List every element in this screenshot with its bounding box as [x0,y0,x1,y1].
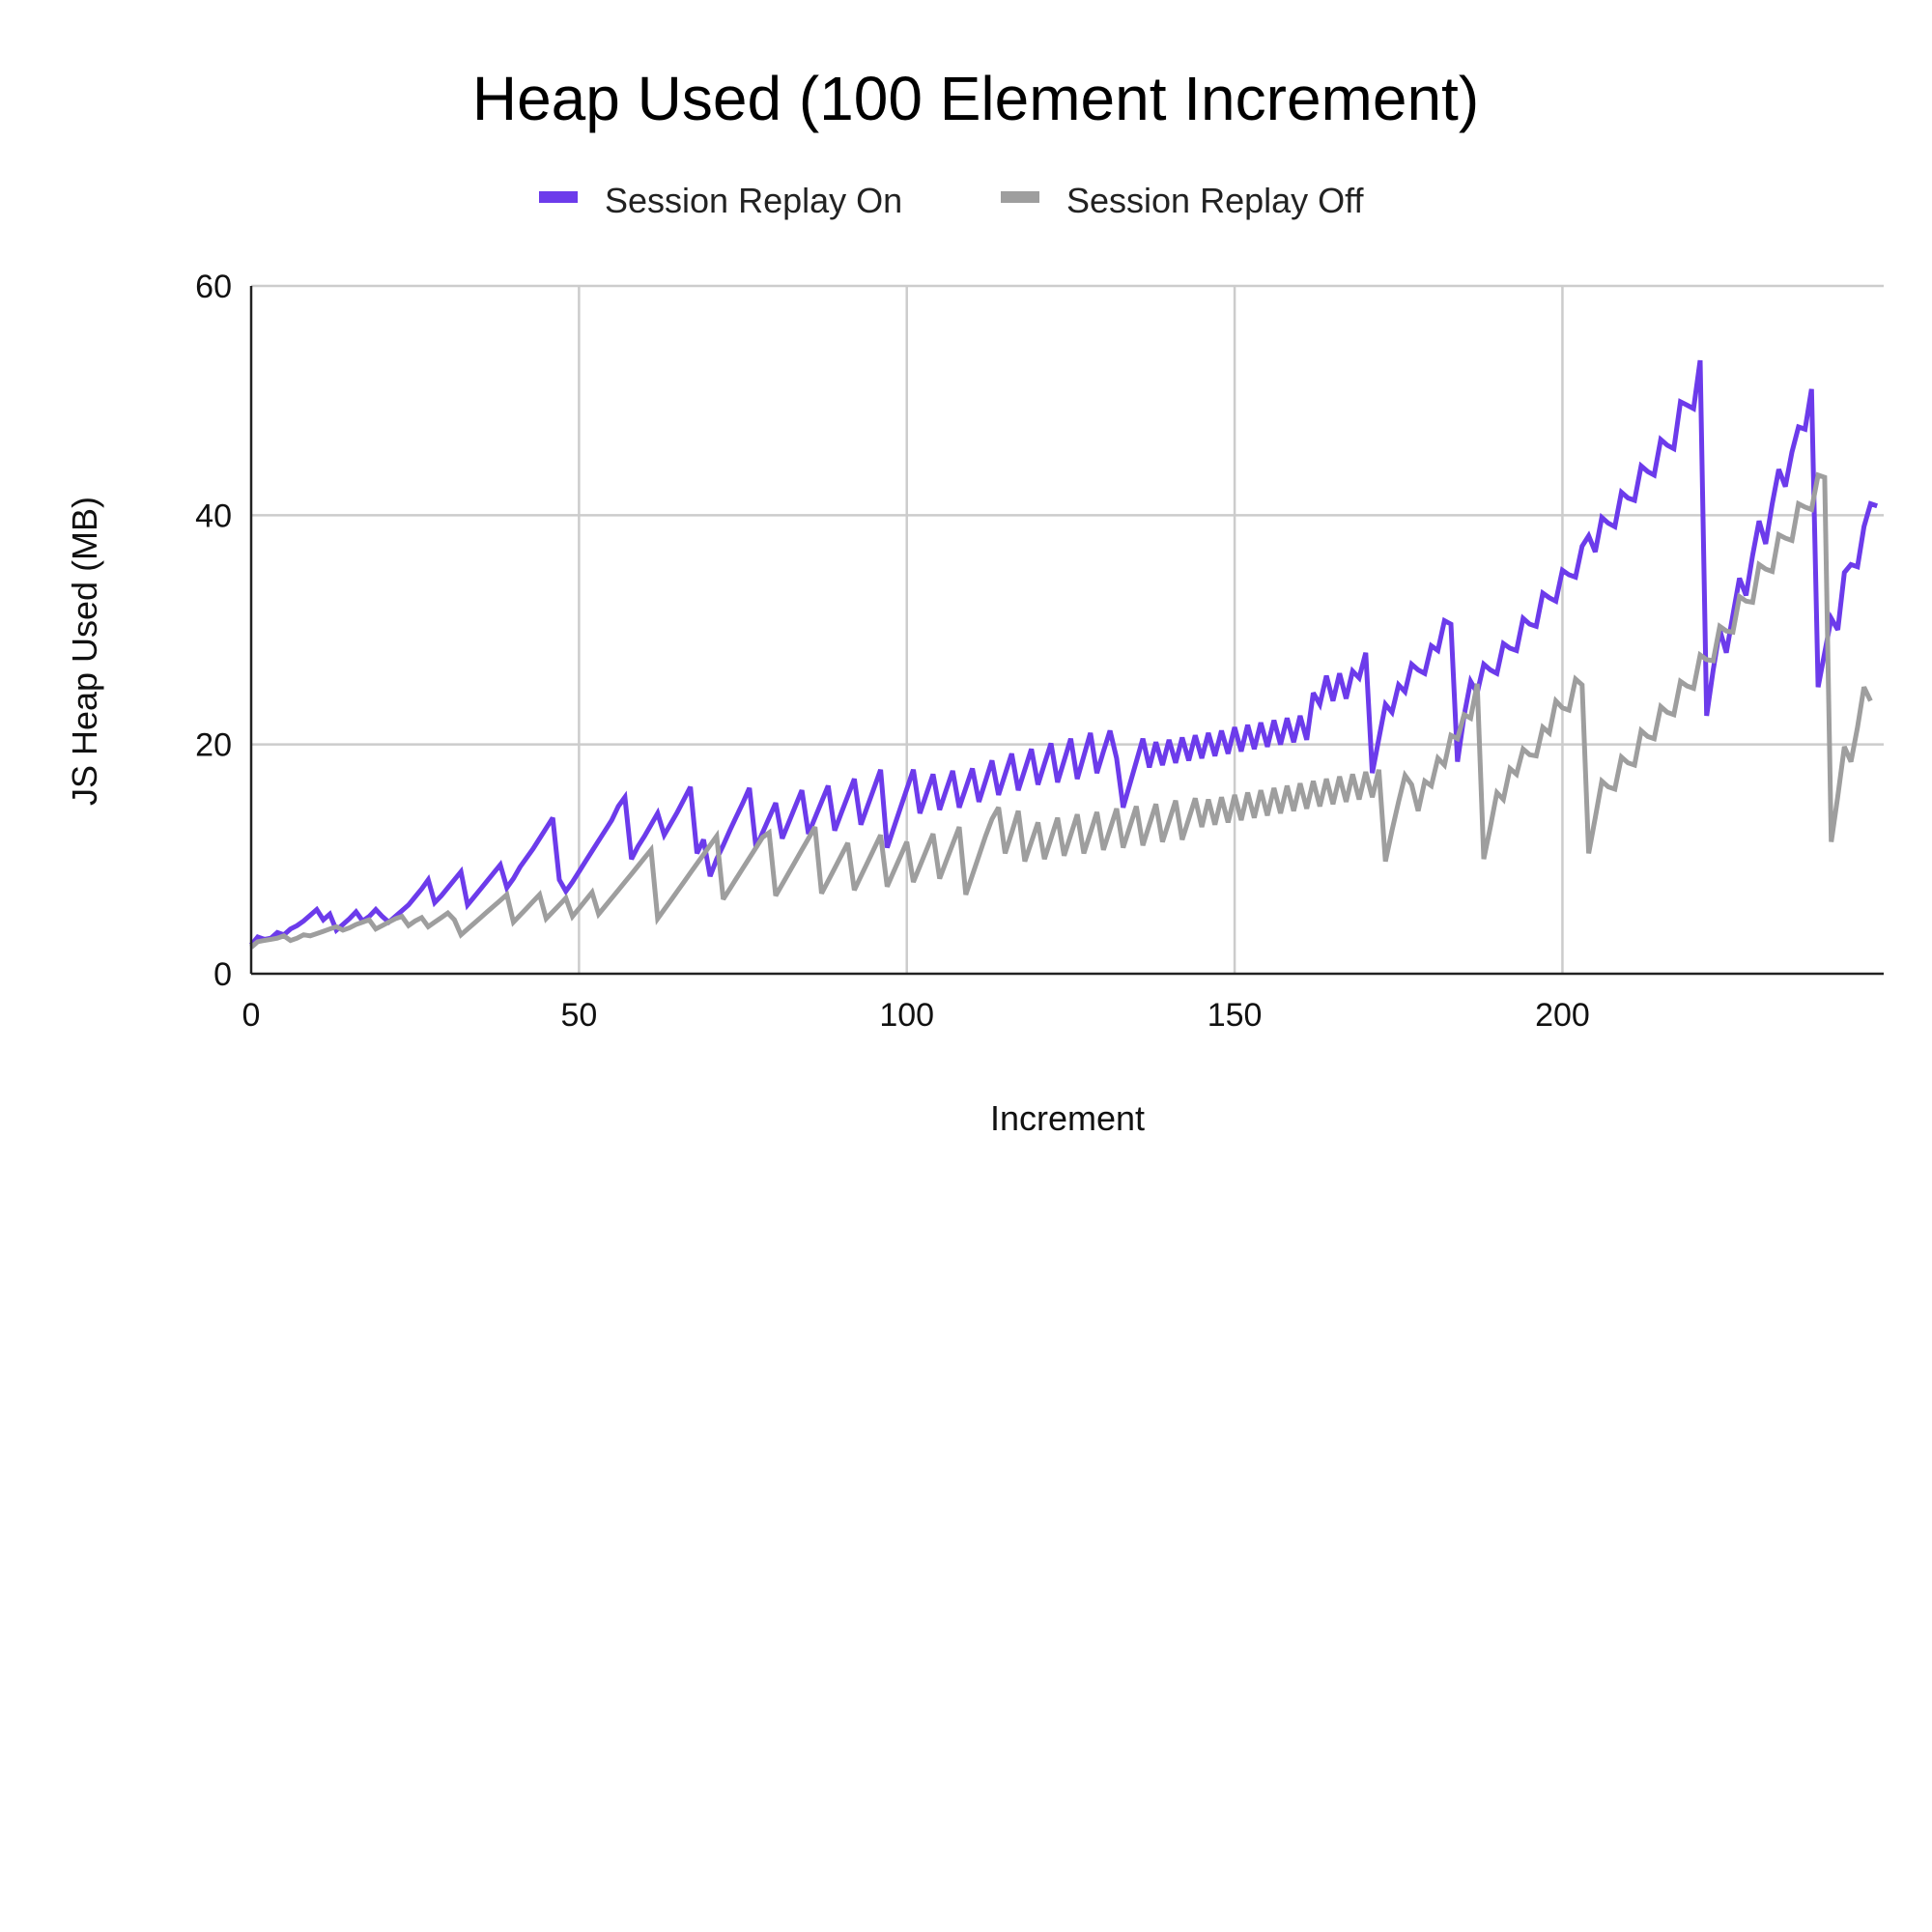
series-lines [249,359,1879,950]
x-tick-label-150: 150 [1208,997,1263,1034]
x-tick-label-0: 0 [242,997,261,1034]
chart-title: Heap Used (100 Element Increment) [472,64,1479,133]
series-line-session-replay-on [249,359,1879,947]
y-tick-label-0: 0 [213,956,232,993]
legend: Session Replay On Session Replay Off [539,181,1364,220]
y-tick-label-60: 60 [195,269,232,305]
y-tick-label-40: 40 [195,497,232,534]
x-tick-label-50: 50 [560,997,597,1034]
series-line-session-replay-off [249,471,1873,950]
tick-labels: 0 20 40 60 0 50 100 150 200 [195,269,1590,1034]
x-tick-label-200: 200 [1535,997,1590,1034]
legend-swatch-session-replay-on [539,191,578,203]
x-axis-label: Increment [990,1098,1145,1138]
y-axis-label: JS Heap Used (MB) [65,497,104,806]
legend-swatch-session-replay-off [1001,191,1039,203]
y-tick-label-20: 20 [195,727,232,764]
legend-label-session-replay-on: Session Replay On [605,181,902,220]
legend-label-session-replay-off: Session Replay Off [1066,181,1364,220]
x-tick-label-100: 100 [879,997,934,1034]
